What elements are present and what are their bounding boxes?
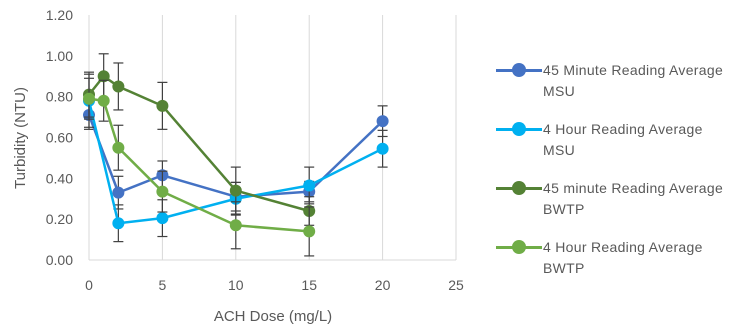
legend-dot xyxy=(512,122,526,136)
data-point xyxy=(112,141,125,154)
legend-label: 45 minute Reading Average BWTP xyxy=(543,180,724,217)
x-tick-label: 0 xyxy=(85,277,93,293)
data-point xyxy=(156,212,169,225)
y-tick-label: 1.20 xyxy=(46,7,73,23)
x-tick-label: 5 xyxy=(159,277,167,293)
data-point xyxy=(97,94,110,107)
legend-dot xyxy=(512,240,526,254)
legend-dot xyxy=(512,63,526,77)
y-tick-label: 0.60 xyxy=(46,130,73,146)
series-layer xyxy=(83,53,389,257)
legend: 45 Minute Reading Average MSU 4 Hour Rea… xyxy=(496,60,736,296)
x-tick-label: 15 xyxy=(301,277,317,293)
legend-item-series-1: 45 Minute Reading Average MSU xyxy=(496,60,736,119)
y-tick-label: 0.20 xyxy=(46,211,73,227)
legend-label: 4 Hour Reading Average MSU xyxy=(543,121,703,158)
y-axis-label: Turbidity (NTU) xyxy=(12,87,29,189)
y-tick-label: 0.00 xyxy=(46,252,73,268)
data-point xyxy=(83,92,95,105)
legend-item-series-3: 45 minute Reading Average BWTP xyxy=(496,178,736,237)
x-axis-label: ACH Dose (mg/L) xyxy=(214,308,332,325)
data-point xyxy=(112,186,125,199)
data-point xyxy=(303,179,316,192)
data-point xyxy=(303,225,316,238)
legend-marker-icon xyxy=(496,63,542,77)
legend-label: 4 Hour Reading Average BWTP xyxy=(543,239,703,276)
data-point xyxy=(376,115,389,128)
data-point xyxy=(112,80,125,93)
data-point xyxy=(229,219,242,232)
data-point xyxy=(97,70,110,83)
legend-item-series-4: 4 Hour Reading Average BWTP xyxy=(496,237,736,296)
y-tick-label: 0.80 xyxy=(46,89,73,105)
x-tick-label: 25 xyxy=(448,277,464,293)
x-tick-label: 20 xyxy=(375,277,391,293)
data-point xyxy=(156,99,169,112)
x-tick-label: 10 xyxy=(228,277,244,293)
data-point xyxy=(112,217,125,230)
series-4 xyxy=(83,77,316,257)
data-point xyxy=(376,142,389,155)
legend-marker-icon xyxy=(496,181,542,195)
data-point xyxy=(156,185,169,198)
y-tick-label: 0.40 xyxy=(46,170,73,186)
legend-item-series-2: 4 Hour Reading Average MSU xyxy=(496,119,736,178)
axes: 0 5 10 15 20 25 0.00 0.20 0.40 0.60 0.80 1.00 1.20 xyxy=(46,7,464,293)
legend-dot xyxy=(512,181,526,195)
y-tick-label: 1.00 xyxy=(46,48,73,64)
legend-label: 45 Minute Reading Average MSU xyxy=(543,62,724,99)
legend-marker-icon xyxy=(496,122,542,136)
series-line xyxy=(88,97,310,233)
data-point xyxy=(229,184,242,197)
legend-marker-icon xyxy=(496,240,542,254)
